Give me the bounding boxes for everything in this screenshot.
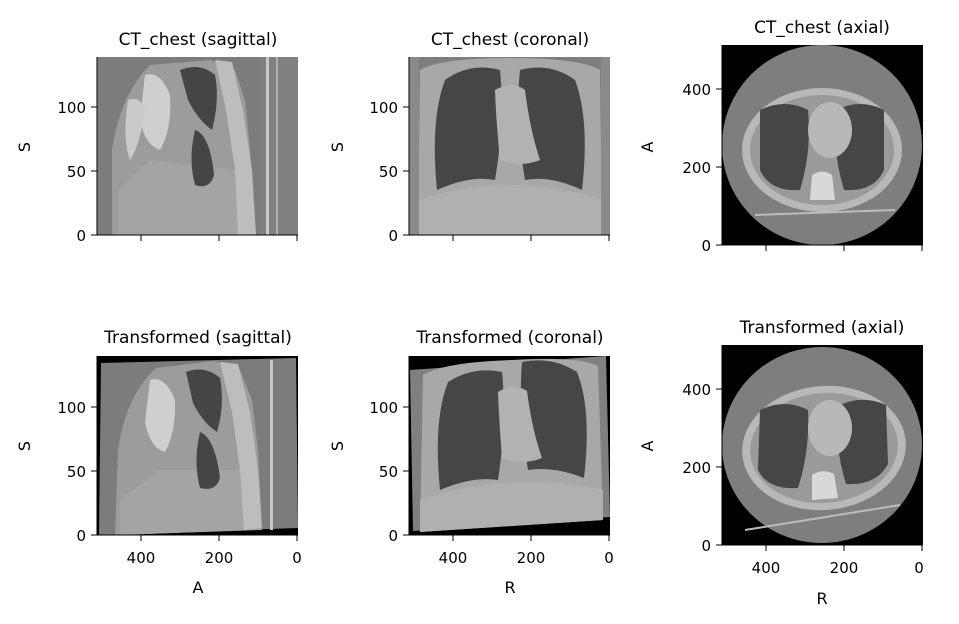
y-tick-label: 0 (76, 227, 86, 245)
y-tick-label: 100 (57, 99, 86, 117)
y-axis-label: S (328, 142, 347, 152)
y-tick-label: 0 (701, 237, 711, 255)
x-axis (722, 244, 923, 251)
x-axis-label: A (193, 578, 204, 597)
panel-ct-chest-axial: CT_chest (axial) 0 200 400 A (638, 18, 923, 255)
x-axis (409, 234, 610, 241)
panel-transformed-axial: Transformed (axial) 0 200 400 A (638, 318, 924, 608)
y-tick-label: 0 (701, 537, 711, 555)
y-tick-label: 400 (682, 381, 711, 399)
y-axis: 0 200 400 A (638, 345, 723, 555)
y-tick-label: 50 (67, 163, 86, 181)
x-tick-label: 0 (292, 549, 302, 567)
y-tick-label: 200 (682, 459, 711, 477)
y-axis-label: S (15, 142, 34, 152)
sagittal-image (97, 57, 298, 235)
coronal-image (409, 57, 610, 235)
y-axis: 0 50 100 S (15, 57, 98, 245)
y-axis: 0 50 100 S (328, 356, 410, 545)
y-tick-label: 100 (369, 399, 398, 417)
panel-ct-chest-coronal: CT_chest (coronal) 0 50 100 S (328, 30, 610, 245)
y-tick-label: 0 (76, 527, 86, 545)
x-axis-label: R (816, 589, 827, 608)
x-axis: 400 200 0 R (409, 534, 614, 597)
axial-image (722, 345, 923, 545)
panel-ct-chest-sagittal: CT_chest (sagittal) 0 50 100 S (15, 30, 298, 245)
panel-transformed-coronal: Transformed (coronal) 0 50 100 S 400 (328, 328, 614, 597)
y-axis-label: S (328, 441, 347, 451)
x-axis (97, 234, 298, 241)
x-tick-label: 0 (604, 549, 614, 567)
panel-transformed-sagittal: Transformed (sagittal) 0 50 100 S (15, 328, 302, 597)
x-tick-label: 400 (752, 559, 781, 577)
y-tick-label: 50 (379, 463, 398, 481)
y-axis: 0 200 400 A (638, 45, 723, 255)
y-axis-label: S (15, 441, 34, 451)
y-tick-label: 100 (369, 99, 398, 117)
axial-image (722, 45, 923, 245)
y-tick-label: 100 (57, 399, 86, 417)
panel-title: Transformed (axial) (739, 318, 905, 338)
y-axis-label: A (638, 440, 657, 451)
y-axis-label: A (638, 141, 657, 152)
y-axis: 0 50 100 S (15, 356, 98, 545)
y-axis: 0 50 100 S (328, 57, 410, 245)
panel-title: CT_chest (axial) (754, 18, 890, 38)
y-tick-label: 50 (67, 463, 86, 481)
panel-title: Transformed (sagittal) (103, 328, 292, 348)
x-tick-label: 200 (205, 549, 234, 567)
y-tick-label: 400 (682, 81, 711, 99)
y-tick-label: 0 (388, 527, 398, 545)
coronal-image (409, 356, 610, 535)
x-axis: 400 200 0 R (722, 544, 924, 608)
x-tick-label: 200 (517, 549, 546, 567)
x-tick-label: 400 (439, 549, 468, 567)
panel-title: CT_chest (sagittal) (119, 30, 278, 50)
panel-title: Transformed (coronal) (415, 328, 603, 348)
x-axis-label: R (504, 578, 515, 597)
y-tick-label: 0 (388, 227, 398, 245)
y-tick-label: 200 (682, 159, 711, 177)
sagittal-image (97, 356, 298, 535)
x-tick-label: 200 (830, 559, 859, 577)
x-axis: 400 200 0 A (97, 534, 302, 597)
panel-title: CT_chest (coronal) (431, 30, 589, 50)
y-tick-label: 50 (379, 163, 398, 181)
x-tick-label: 400 (127, 549, 156, 567)
x-tick-label: 0 (914, 559, 924, 577)
